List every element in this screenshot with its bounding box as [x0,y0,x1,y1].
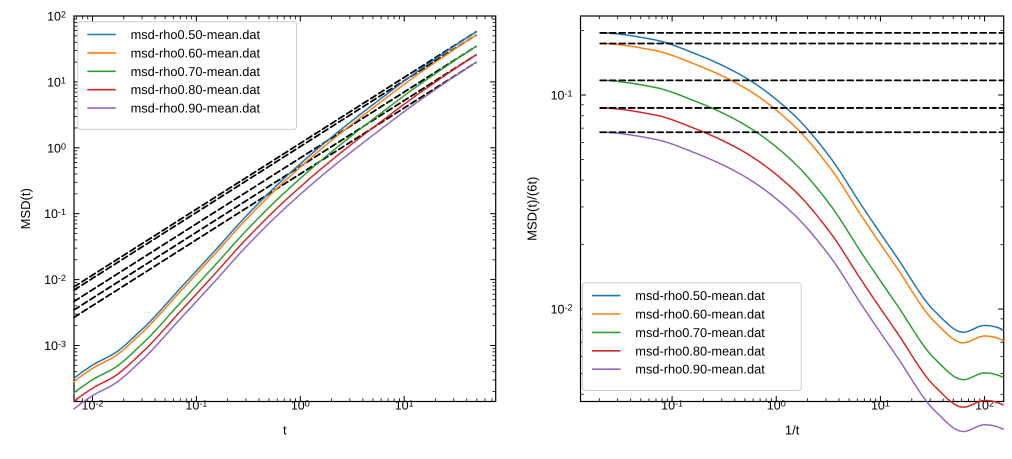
svg-text:1/t: 1/t [785,423,800,438]
svg-text:msd-rho0.90-mean.dat: msd-rho0.90-mean.dat [131,101,261,116]
svg-text:MSD(t)/(6t): MSD(t)/(6t) [525,177,540,241]
svg-text:msd-rho0.50-mean.dat: msd-rho0.50-mean.dat [635,288,765,303]
svg-text:10-3: 10-3 [44,339,66,353]
svg-text:102: 102 [47,9,66,23]
svg-text:MSD(t): MSD(t) [18,188,33,229]
svg-text:t: t [283,423,287,438]
svg-text:100: 100 [47,141,66,155]
svg-text:100: 100 [767,398,786,412]
svg-text:100: 100 [291,398,310,412]
svg-text:msd-rho0.90-mean.dat: msd-rho0.90-mean.dat [635,362,765,377]
svg-text:101: 101 [47,75,66,89]
svg-text:msd-rho0.80-mean.dat: msd-rho0.80-mean.dat [131,82,261,97]
svg-text:10-2: 10-2 [551,302,573,316]
svg-text:10-1: 10-1 [551,88,573,102]
svg-text:msd-rho0.80-mean.dat: msd-rho0.80-mean.dat [635,343,765,358]
svg-text:msd-rho0.70-mean.dat: msd-rho0.70-mean.dat [635,325,765,340]
svg-text:msd-rho0.50-mean.dat: msd-rho0.50-mean.dat [131,27,261,42]
svg-text:msd-rho0.60-mean.dat: msd-rho0.60-mean.dat [635,307,765,322]
svg-text:msd-rho0.70-mean.dat: msd-rho0.70-mean.dat [131,64,261,79]
svg-text:101: 101 [395,398,414,412]
svg-text:10-1: 10-1 [661,398,683,412]
svg-text:10-2: 10-2 [44,273,66,287]
svg-text:10-1: 10-1 [185,398,207,412]
svg-text:101: 101 [871,398,890,412]
svg-text:msd-rho0.60-mean.dat: msd-rho0.60-mean.dat [131,45,261,60]
svg-text:10-1: 10-1 [44,207,66,221]
